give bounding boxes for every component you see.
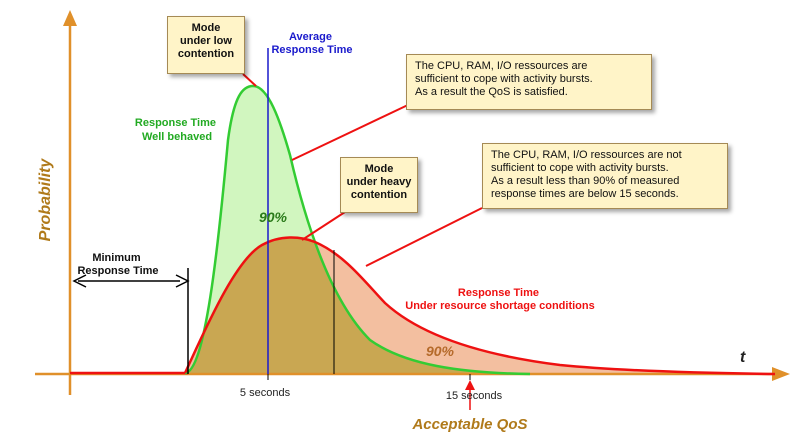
mode-low-box: Mode under low contention <box>167 16 245 74</box>
minimum-arrow-left-icon <box>72 274 87 288</box>
average-label: Average Response Time <box>271 31 352 56</box>
green-percent-label: 90% <box>259 209 288 225</box>
y-axis-arrow-icon <box>63 10 77 26</box>
five-seconds-label: 5 seconds <box>240 387 291 399</box>
x-axis-label: t <box>740 349 746 366</box>
mode-heavy-box: Mode under heavy contention <box>340 157 418 213</box>
note-ok-box: The CPU, RAM, I/O ressources are suffici… <box>406 54 652 110</box>
note-bad-box: The CPU, RAM, I/O ressources are not suf… <box>482 143 728 209</box>
note-bad-pointer <box>365 207 483 267</box>
shortage-label: Response Time Under resource shortage co… <box>405 287 594 312</box>
acceptable-qos-label: Acceptable QoS <box>411 416 527 433</box>
mode-heavy-pointer <box>301 211 346 241</box>
mode-low-pointer <box>242 73 257 87</box>
shortage-label-line: Under resource shortage conditions <box>405 300 594 312</box>
x-axis-arrow-icon <box>772 367 790 381</box>
minimum-label-line: Minimum <box>92 252 140 264</box>
average-label-line: Response Time <box>271 44 352 56</box>
green-curve <box>184 84 531 376</box>
red-curve <box>183 236 776 376</box>
well-behaved-label: Response Time Well behaved <box>135 117 219 143</box>
well-behaved-label-line: Well behaved <box>142 131 212 143</box>
minimum-label: Minimum Response Time <box>77 252 158 277</box>
well-behaved-label-line: Response Time <box>135 117 216 129</box>
shortage-label-line: Response Time <box>458 287 539 299</box>
y-axis-label: Probability <box>37 158 54 242</box>
average-label-line: Average <box>289 31 332 43</box>
minimum-label-line: Response Time <box>77 265 158 277</box>
minimum-arrow-right-icon <box>175 274 190 288</box>
red-percent-label: 90% <box>426 343 455 359</box>
note-ok-pointer <box>291 103 411 161</box>
qos-arrow-head-icon <box>465 380 475 390</box>
fifteen-seconds-label: 15 seconds <box>446 390 503 402</box>
